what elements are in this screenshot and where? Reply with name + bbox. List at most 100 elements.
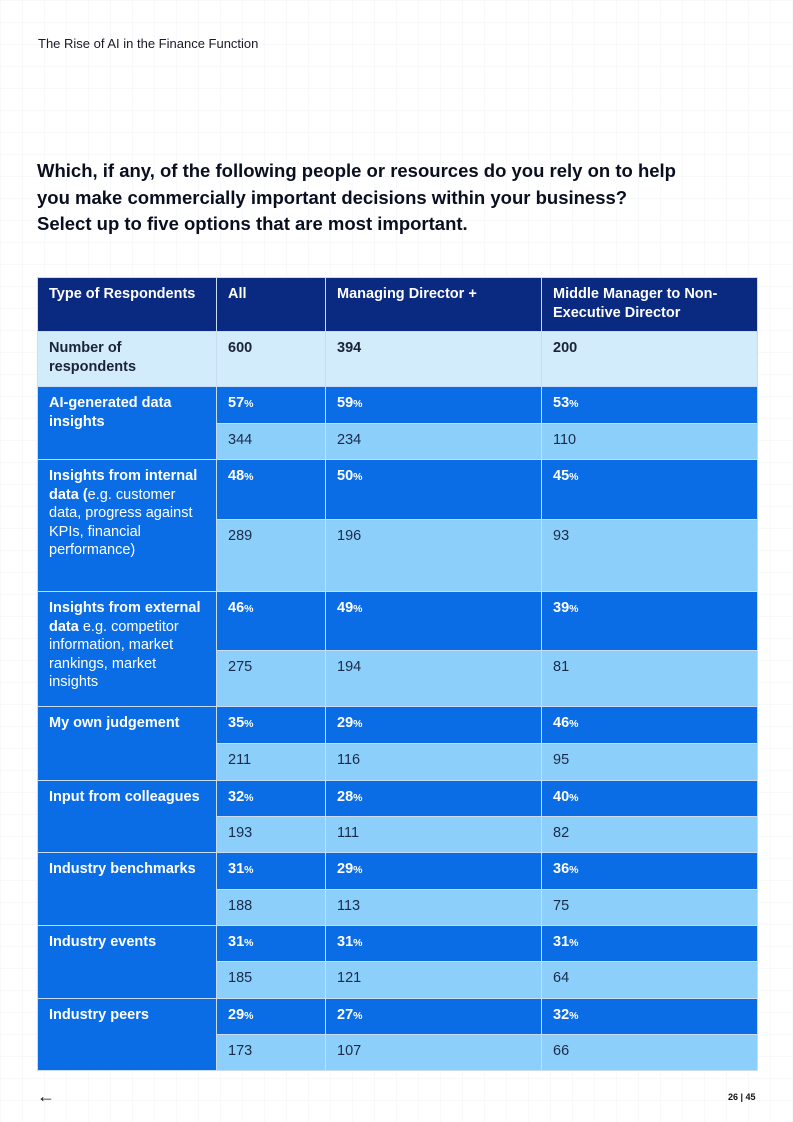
percent-sign: % [244,937,254,949]
percent-cell: 31% [541,925,758,962]
percent-cell: 32% [216,780,326,817]
percent-sign: % [353,398,363,410]
count-cell: 64 [541,961,758,999]
percent-cell: 50% [325,459,542,520]
count-cell: 344 [216,423,326,460]
count-row: 275 194 81 [38,650,758,707]
cell-value: 600 [216,331,326,387]
percent-cell: 29% [216,998,326,1035]
row-label-bold: AI-generated data insights [49,395,172,430]
percent-value: 46 [553,715,570,731]
row-label: Industry benchmarks [37,852,217,926]
cell-value: 394 [325,331,542,387]
percent-value: 31 [337,934,354,950]
count-cell: 82 [541,816,758,853]
survey-table: Type of Respondents All Managing Directo… [37,277,758,1071]
table-header-row: Type of Respondents All Managing Directo… [37,277,758,332]
row-label: Number of respondents [37,331,217,387]
count-cell: 194 [325,650,542,707]
percent-cell: 32% [541,998,758,1035]
percent-value: 59 [337,395,354,411]
percent-sign: % [353,792,363,804]
column-header: Managing Director + [325,277,542,332]
count-row: 344 234 110 [38,423,758,460]
percent-sign: % [244,603,254,615]
percent-cell: 45% [541,459,758,520]
percent-sign: % [353,718,363,730]
percent-row: Insights from internal data (e.g. custom… [37,459,758,592]
percent-sign: % [244,718,254,730]
percent-sign: % [244,398,254,410]
column-header: All [216,277,326,332]
percent-row: Industry peers 29% 27% 32% [37,998,758,1071]
count-cell: 116 [325,743,542,781]
percent-sign: % [353,603,363,615]
percent-cell: 31% [325,925,542,962]
percent-value: 45 [553,468,570,484]
percent-value: 49 [337,600,354,616]
percent-sign: % [569,718,579,730]
count-cell: 107 [325,1034,542,1071]
percent-value: 31 [228,861,245,877]
percent-sign: % [569,398,579,410]
row-label: My own judgement [37,706,217,781]
count-cell: 110 [541,423,758,460]
percent-sign: % [353,937,363,949]
row-label: Input from colleagues [37,780,217,853]
question-heading: Which, if any, of the following people o… [37,160,676,234]
count-cell: 289 [216,519,326,592]
percent-cell: 40% [541,780,758,817]
row-label-bold: Insights from internal data ( [49,468,198,503]
count-cell: 113 [325,889,542,926]
percent-cell: 36% [541,852,758,890]
arrow-left-icon[interactable]: ← [37,1086,55,1106]
percent-value: 53 [553,395,570,411]
count-cell: 66 [541,1034,758,1071]
percent-value: 29 [337,861,354,877]
percent-row: Industry events 31% 31% 31% [37,925,758,999]
percent-cell: 46% [216,591,326,651]
respondents-row: Number of respondents 600 394 200 [37,331,758,387]
percent-sign: % [569,1010,579,1022]
percent-sign: % [353,864,363,876]
count-row: 185 121 64 [38,961,758,999]
count-cell: 121 [325,961,542,999]
percent-sign: % [353,471,363,483]
percent-cell: 39% [541,591,758,651]
percent-cell: 28% [325,780,542,817]
count-cell: 93 [541,519,758,592]
cell-value: 200 [541,331,758,387]
percent-sign: % [353,1010,363,1022]
percent-cell: 27% [325,998,542,1035]
percent-cell: 57% [216,386,326,424]
row-label-detail: e.g. competitor information, market rank… [49,618,179,691]
running-title: The Rise of AI in the Finance Function [38,36,259,51]
percent-row: Input from colleagues 32% 28% 40% [37,780,758,853]
count-cell: 275 [216,650,326,707]
percent-value: 35 [228,715,245,731]
percent-value: 27 [337,1007,354,1023]
percent-value: 48 [228,468,245,484]
column-header: Type of Respondents [37,277,217,332]
percent-value: 32 [228,789,245,805]
percent-cell: 49% [325,591,542,651]
count-cell: 211 [216,743,326,781]
row-label-bold: My own judgement [49,715,180,731]
row-label: Insights from external data e.g. competi… [37,591,217,707]
page-number: 26 | 45 [728,1092,756,1102]
percent-value: 32 [553,1007,570,1023]
count-cell: 95 [541,743,758,781]
count-cell: 75 [541,889,758,926]
percent-sign: % [569,792,579,804]
percent-row: AI-generated data insights 57% 59% 53% [37,386,758,460]
count-row: 289 196 93 [38,519,758,592]
percent-cell: 31% [216,852,326,890]
percent-sign: % [569,864,579,876]
row-label-bold: Industry benchmarks [49,861,196,877]
percent-value: 28 [337,789,354,805]
percent-cell: 53% [541,386,758,424]
percent-sign: % [569,937,579,949]
percent-sign: % [244,792,254,804]
percent-cell: 48% [216,459,326,520]
percent-cell: 59% [325,386,542,424]
